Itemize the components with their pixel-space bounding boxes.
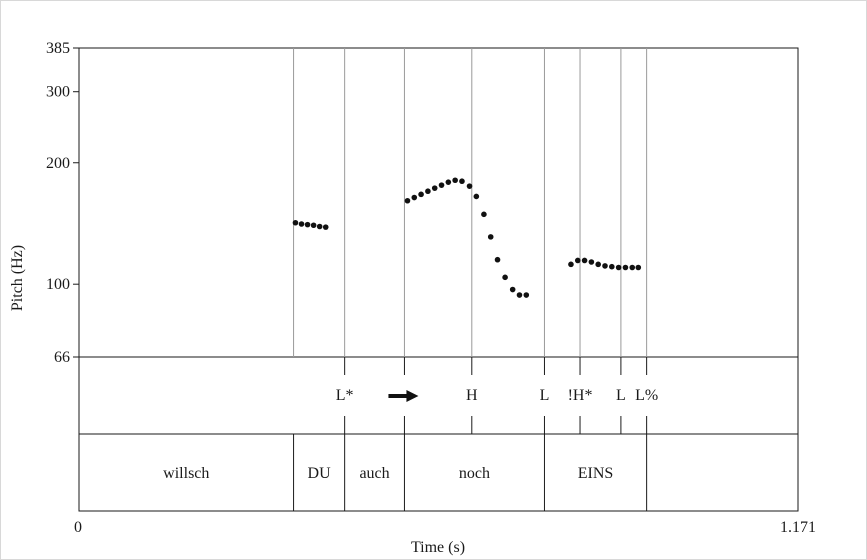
downstep-arrow-icon — [388, 390, 419, 402]
pitch-point-14 — [459, 178, 465, 185]
pitch-point-26 — [581, 257, 588, 264]
y-tick-label-1: 100 — [46, 276, 70, 293]
word-tier-labels: willsch DU auch noch EINS — [163, 465, 613, 482]
pitch-point-8 — [418, 191, 424, 198]
word-label-0: willsch — [163, 465, 209, 482]
pitch-point-0 — [292, 219, 299, 226]
pitch-point-22 — [516, 292, 523, 298]
pitch-point-18 — [487, 234, 494, 240]
pitch-point-10 — [431, 185, 438, 191]
pitch-point-17 — [481, 211, 487, 218]
tone-label-1: H — [466, 387, 478, 404]
pitch-point-11 — [438, 182, 445, 188]
pitch-point-5 — [322, 224, 329, 230]
pitch-point-19 — [494, 256, 501, 263]
pitch-point-25 — [574, 257, 581, 264]
pitch-point-21 — [509, 286, 516, 293]
pitch-point-27 — [588, 259, 595, 265]
pitch-point-33 — [629, 264, 636, 271]
tone-label-2: L — [540, 387, 550, 404]
downstep-arrow-head — [406, 390, 419, 402]
word-tier-dividers — [293, 434, 648, 511]
pitch-point-28 — [595, 261, 601, 268]
pitch-plot-area — [78, 47, 799, 358]
pitch-point-24 — [568, 261, 574, 268]
tone-label-4: L — [616, 387, 626, 404]
x-tick-label-end: 1.171 — [780, 519, 816, 536]
pitch-point-23 — [523, 292, 530, 298]
tone-label-5: L% — [635, 387, 658, 404]
pitch-point-12 — [445, 179, 452, 185]
y-tick-label-3: 300 — [46, 84, 70, 101]
boundary-lines — [293, 48, 648, 357]
x-axis-label: Time (s) — [411, 539, 465, 556]
tone-label-3: !H* — [568, 387, 593, 404]
tone-tier-labels: L* H L !H* L L% — [336, 387, 658, 404]
pitch-point-16 — [473, 193, 480, 200]
y-tick-label-4: 385 — [46, 40, 70, 57]
pitch-point-9 — [425, 188, 431, 195]
pitch-point-31 — [615, 264, 622, 271]
pitch-point-30 — [609, 263, 615, 270]
pitch-point-6 — [404, 197, 411, 204]
tone-tier-box — [78, 356, 799, 435]
pitch-point-3 — [310, 222, 317, 229]
y-axis-label: Pitch (Hz) — [9, 245, 26, 311]
pitch-point-2 — [304, 221, 311, 228]
word-label-1: DU — [308, 465, 332, 482]
pitch-point-15 — [466, 183, 473, 189]
x-tick-label-start: 0 — [74, 519, 82, 536]
pitch-point-1 — [298, 221, 305, 227]
word-tier-box — [78, 433, 799, 512]
pitch-point-34 — [635, 264, 642, 271]
y-tick-label-2: 200 — [46, 155, 70, 172]
pitch-points — [292, 177, 642, 298]
y-axis-ticks: 66 100 200 300 385 — [46, 40, 79, 366]
pitch-point-29 — [602, 263, 608, 269]
word-label-3: noch — [459, 465, 490, 482]
pitch-point-13 — [452, 177, 458, 184]
pitch-point-32 — [622, 264, 629, 271]
tone-tier-ticks — [344, 357, 648, 434]
pitch-point-7 — [411, 194, 418, 201]
y-tick-label-0: 66 — [54, 349, 70, 366]
word-label-2: auch — [359, 465, 389, 482]
tone-label-0: L* — [336, 387, 354, 404]
pitch-point-20 — [502, 274, 508, 281]
word-label-4: EINS — [578, 465, 614, 482]
pitch-point-4 — [316, 223, 323, 230]
